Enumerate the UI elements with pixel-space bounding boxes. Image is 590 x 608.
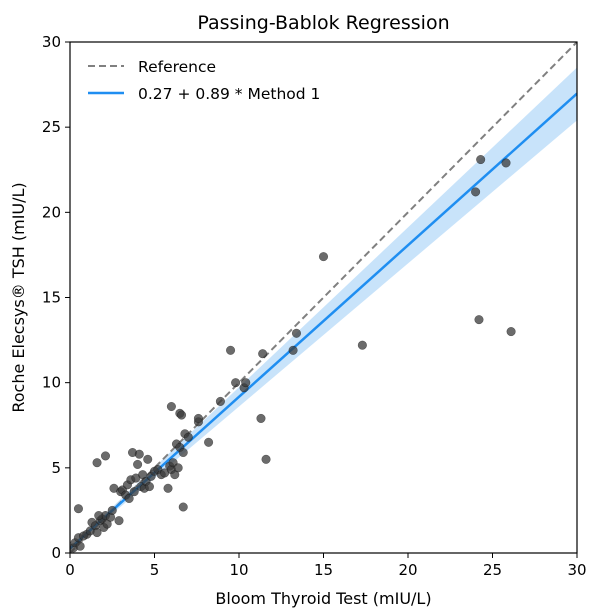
x-tick-label: 20 [398, 561, 417, 579]
x-tick-label: 15 [314, 561, 333, 579]
y-axis-label: Roche Elecsys® TSH (mIU/L) [9, 182, 28, 412]
x-tick-label: 25 [483, 561, 502, 579]
x-tick-label: 30 [567, 561, 586, 579]
data-point [291, 328, 302, 338]
legend-reference-label: Reference [138, 58, 216, 76]
data-point [204, 437, 214, 447]
data-point [129, 487, 139, 497]
data-point [163, 483, 173, 493]
data-point [357, 340, 367, 350]
reference-line [70, 42, 577, 553]
data-point [133, 459, 143, 469]
data-point [261, 454, 271, 464]
data-point [73, 504, 83, 514]
data-point [75, 541, 85, 551]
data-point [173, 463, 183, 473]
data-point [124, 493, 134, 504]
x-axis-label: Bloom Thyroid Test (mIU/L) [215, 589, 431, 608]
data-point [258, 349, 268, 359]
data-point [241, 378, 251, 388]
data-point [231, 378, 241, 388]
y-tick-label: 0 [51, 544, 61, 562]
data-point [318, 252, 329, 262]
y-tick-label: 15 [42, 289, 61, 307]
confidence-band [70, 67, 577, 550]
data-point [256, 413, 266, 423]
data-point [107, 505, 117, 515]
data-point [94, 510, 104, 521]
data-point [474, 315, 484, 325]
y-tick-label: 30 [42, 33, 61, 51]
data-point [134, 449, 144, 459]
legend: Reference 0.27 + 0.89 * Method 1 [88, 58, 320, 103]
x-tick-label: 5 [150, 561, 160, 579]
legend-regression-label: 0.27 + 0.89 * Method 1 [138, 85, 320, 103]
data-point [166, 401, 176, 412]
axes: 0 5 10 15 20 25 30 0 5 10 15 20 25 30 [42, 33, 587, 579]
data-point [92, 528, 102, 538]
data-point [176, 410, 187, 420]
x-tick-label: 0 [65, 561, 75, 579]
data-point [501, 158, 511, 168]
chart-title: Passing-Bablok Regression [197, 12, 449, 34]
data-point [183, 432, 193, 442]
data-point [114, 516, 124, 526]
y-tick-label: 25 [42, 118, 61, 136]
data-point [288, 345, 298, 355]
data-point [178, 502, 188, 512]
y-tick-label: 5 [51, 459, 61, 477]
data-point [476, 154, 486, 165]
data-point [506, 327, 516, 337]
data-point [100, 451, 111, 461]
data-point [143, 454, 153, 464]
data-point [226, 345, 236, 355]
data-point [193, 413, 203, 423]
y-tick-label: 20 [42, 203, 61, 221]
data-point [92, 458, 102, 468]
data-point [215, 396, 225, 406]
data-point [178, 447, 188, 458]
x-tick-label: 10 [229, 561, 248, 579]
plot-area [70, 42, 577, 553]
data-point [471, 187, 481, 197]
y-tick-label: 10 [42, 374, 61, 392]
data-point [144, 482, 154, 492]
